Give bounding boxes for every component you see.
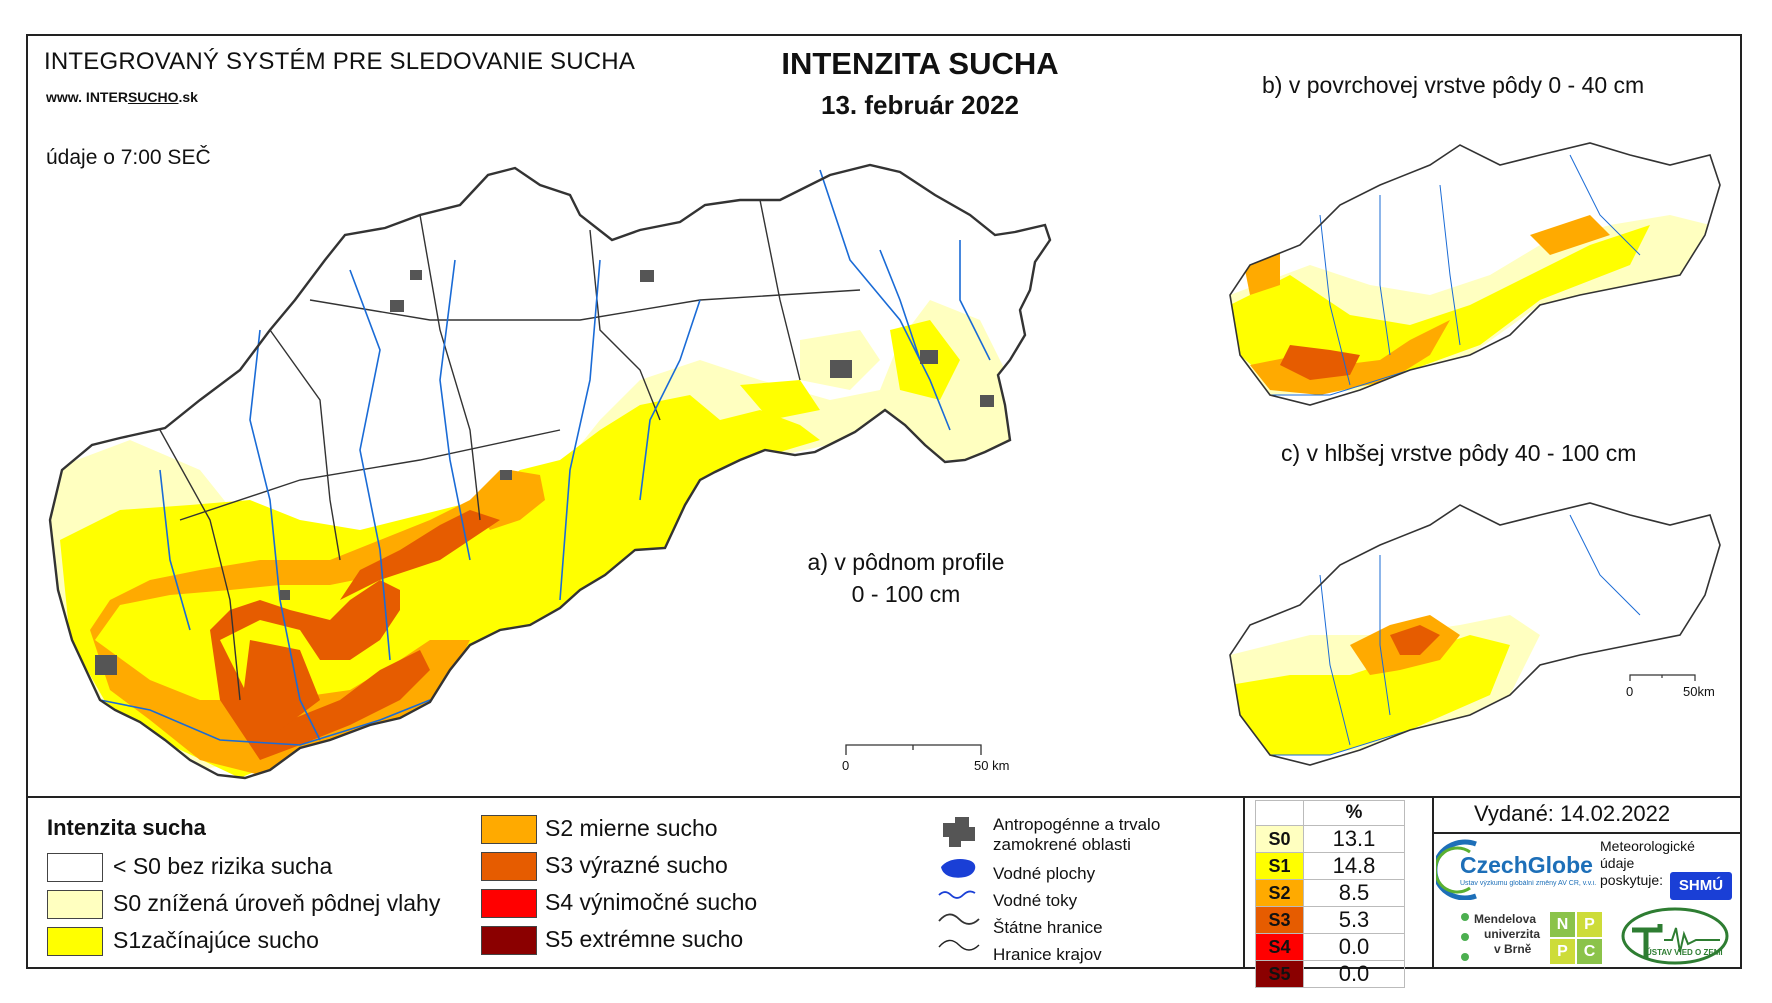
- legend-label-s5: S5 extrémne sucho: [545, 926, 744, 952]
- legend-swatch-s0: [47, 890, 103, 919]
- data-time-note: údaje o 7:00 SEČ: [46, 146, 211, 169]
- small-scale-bar: [1629, 674, 1696, 681]
- separator-2: [1432, 796, 1434, 969]
- mendel-line-2: univerzita: [1484, 927, 1541, 941]
- legend-swatch-s4: [481, 889, 537, 918]
- state-border-icon: [938, 913, 980, 925]
- legend-panel: [26, 796, 1742, 969]
- urban-label-2: zamokrené oblasti: [993, 835, 1131, 854]
- legend-label-s0: S0 znížená úroveň pôdnej vlahy: [113, 890, 441, 916]
- pt-code-s0: S0: [1255, 825, 1304, 853]
- pt-value-s3: 5.3: [1303, 906, 1405, 934]
- pt-value-s4: 0.0: [1303, 933, 1405, 961]
- separator-1: [1243, 796, 1245, 969]
- nppc-n: N: [1550, 912, 1575, 937]
- nppc-c: C: [1577, 939, 1602, 964]
- meteo-line-3: poskytuje:: [1600, 872, 1664, 888]
- river-icon: [938, 890, 976, 899]
- pt-value-s2: 8.5: [1303, 879, 1405, 907]
- website-link[interactable]: www. INTERSUCHO.sk: [46, 89, 198, 105]
- meteo-line-1: Meteorologické: [1600, 838, 1695, 854]
- pt-code-s4: S4: [1255, 933, 1304, 961]
- legend-swatch-s1: [47, 927, 103, 956]
- water-bodies-label: Vodné plochy: [993, 864, 1096, 883]
- czechglobe-logo: [1436, 839, 1477, 900]
- pt-code-s2: S2: [1255, 879, 1304, 907]
- meteo-credit: Meteorologické údaje poskytuje:: [1600, 838, 1695, 889]
- legend-title: Intenzita sucha: [47, 815, 206, 840]
- mendel-logo: Mendelova univerzita v Brně: [1474, 912, 1540, 957]
- small-scale-start: 0: [1626, 684, 1634, 699]
- legend-label-s2: S2 mierne sucho: [545, 815, 718, 841]
- region-border-icon: [938, 939, 980, 951]
- legend-label-s1: S1začínajúce sucho: [113, 927, 319, 953]
- mendel-line-1: Mendelova: [1474, 912, 1537, 926]
- map-a-depth: 0 - 100 cm: [851, 581, 961, 607]
- legend-swatch-none: [47, 853, 103, 882]
- nppc-p2: P: [1550, 939, 1575, 964]
- pt-value-s1: 14.8: [1303, 852, 1405, 880]
- issued-divider: [1432, 832, 1742, 834]
- website-prefix: www. INTER: [46, 89, 128, 105]
- czechglobe-name: CzechGlobe: [1460, 852, 1593, 878]
- pt-code-s1: S1: [1255, 852, 1304, 880]
- legend-swatch-s3: [481, 852, 537, 881]
- issued-date: Vydané: 14.02.2022: [1474, 801, 1671, 826]
- state-border-label: Štátne hranice: [993, 918, 1103, 937]
- main-scale-end: 50 km: [974, 758, 1010, 773]
- uvz-name: ÚSTAV VIED O ZEMI: [1646, 948, 1723, 957]
- small-scale-end: 50km: [1683, 684, 1715, 699]
- page-title: INTENZITA SUCHA: [781, 46, 1059, 81]
- rivers-label: Vodné toky: [993, 891, 1078, 910]
- legend-label-s4: S4 výnimočné sucho: [545, 889, 758, 915]
- uvz-logo: [1621, 907, 1729, 965]
- main-scale-bar: [845, 744, 982, 755]
- legend-swatch-s5: [481, 926, 537, 955]
- czechglobe-subtitle: Ústav výzkumu globální změny AV ČR, v.v.…: [1460, 880, 1597, 887]
- legend-label-s3: S3 výrazné sucho: [545, 852, 728, 878]
- deep-layer-map: [1229, 502, 1721, 766]
- pt-header: %: [1303, 800, 1405, 826]
- pt-code-s5: S5: [1255, 960, 1304, 988]
- map-a-label: a) v pôdnom profile: [807, 549, 1005, 575]
- legend-swatch-s2: [481, 815, 537, 844]
- main-scale-start: 0: [842, 758, 850, 773]
- percent-table: % S0 13.1 S1 14.8 S2 8.5 S3 5.3 S4 0.0 S…: [1255, 800, 1405, 988]
- meteo-line-2: údaje: [1600, 855, 1635, 871]
- website-mid: SUCHO: [127, 89, 179, 105]
- map-c-label: c) v hlbšej vrstve pôdy 40 - 100 cm: [1281, 440, 1637, 466]
- pt-code-s3: S3: [1255, 906, 1304, 934]
- map-symbols: [938, 817, 980, 951]
- urban-areas: [95, 270, 994, 675]
- mendel-dots: [1461, 913, 1469, 961]
- system-title: INTEGROVANÝ SYSTÉM PRE SLEDOVANIE SUCHA: [44, 48, 636, 75]
- nppc-logo: N P P C: [1550, 912, 1602, 964]
- urban-label-1: Antropogénne a trvalo: [993, 815, 1161, 834]
- surface-layer-map: [1229, 142, 1721, 406]
- nppc-p1: P: [1577, 912, 1602, 937]
- page-date: 13. február 2022: [820, 90, 1019, 120]
- pt-value-s0: 13.1: [1303, 825, 1405, 853]
- pt-value-s5: 0.0: [1303, 960, 1405, 988]
- map-b-label: b) v povrchovej vrstve pôdy 0 - 40 cm: [1262, 72, 1645, 98]
- shmu-logo: SHMÚ: [1670, 872, 1732, 900]
- legend-label-none: < S0 bez rizika sucha: [113, 853, 333, 879]
- mendel-line-3: v Brně: [1494, 942, 1532, 956]
- urban-symbol: [943, 817, 975, 847]
- website-suffix: .sk: [178, 89, 198, 105]
- water-body-icon: [941, 859, 976, 878]
- pt-header-blank: [1255, 800, 1304, 826]
- region-border-label: Hranice krajov: [993, 945, 1102, 964]
- main-drought-map: [48, 163, 1052, 780]
